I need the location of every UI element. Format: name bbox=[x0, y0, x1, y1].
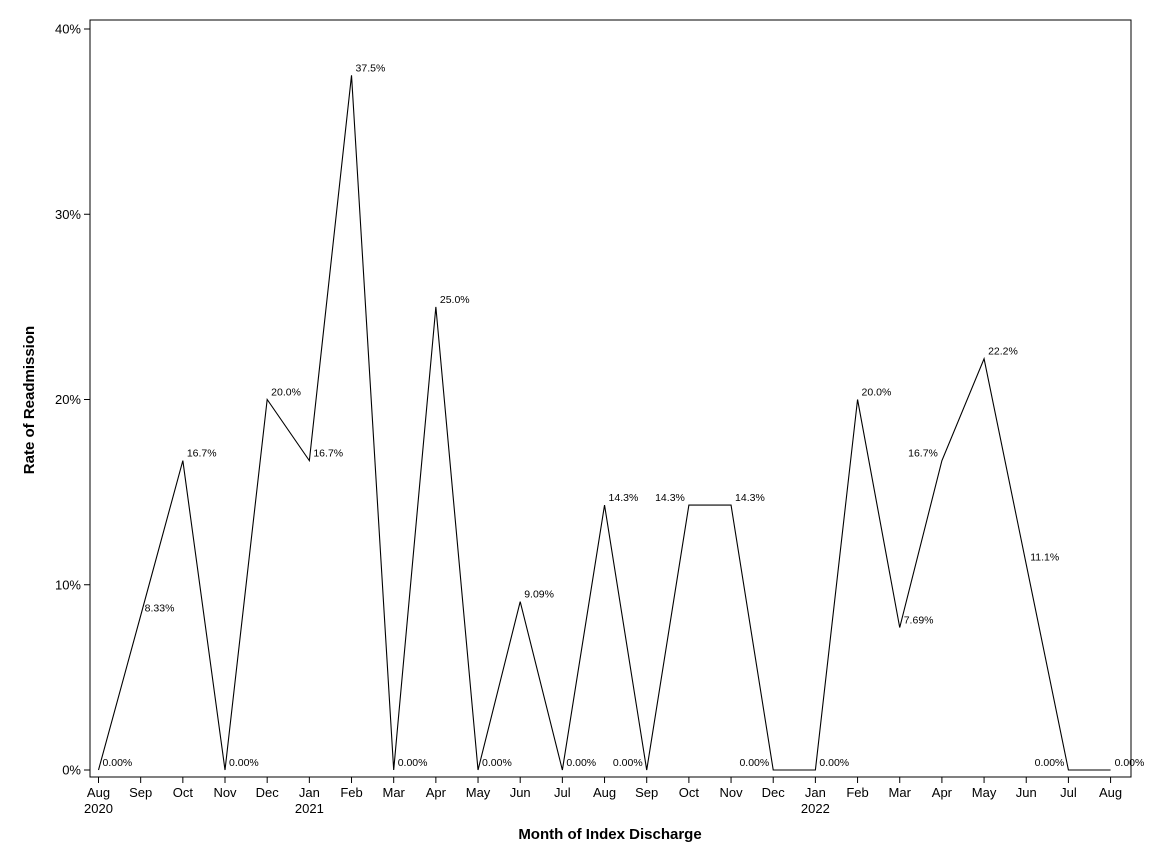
x-tick-label: May bbox=[466, 785, 491, 800]
data-label: 0.00% bbox=[103, 757, 133, 769]
data-label: 20.0% bbox=[271, 387, 301, 399]
x-year-label: 2022 bbox=[801, 801, 830, 816]
x-tick-label: Jun bbox=[510, 785, 531, 800]
data-label: 0.00% bbox=[739, 757, 769, 769]
x-tick-label: Feb bbox=[846, 785, 868, 800]
x-year-label: 2020 bbox=[84, 801, 113, 816]
data-label: 16.7% bbox=[187, 448, 217, 460]
x-tick-label: Aug bbox=[1099, 785, 1122, 800]
data-label: 0.00% bbox=[398, 757, 428, 769]
x-tick-label: Dec bbox=[256, 785, 280, 800]
data-label: 25.0% bbox=[440, 294, 470, 306]
data-label: 0.00% bbox=[1115, 757, 1145, 769]
x-tick-label: Jan bbox=[805, 785, 826, 800]
data-label: 16.7% bbox=[908, 448, 938, 460]
data-label: 20.0% bbox=[862, 387, 892, 399]
y-axis-title: Rate of Readmission bbox=[21, 326, 38, 474]
data-label: 0.00% bbox=[1035, 757, 1065, 769]
x-tick-label: Jul bbox=[554, 785, 571, 800]
series-line bbox=[97, 75, 1111, 771]
y-tick-label: 30% bbox=[55, 207, 81, 222]
x-tick-label: Apr bbox=[932, 785, 953, 800]
x-axis-title: Month of Index Discharge bbox=[518, 826, 701, 843]
data-labels: 0.00% 8.33% 16.7% 0.00% 20.0% 16.7% 37.5% 0.00%… bbox=[103, 62, 1145, 769]
x-tick-label: Mar bbox=[889, 785, 912, 800]
y-axis: 0% 10% 20% 30% 40% bbox=[55, 22, 90, 778]
data-label: 7.69% bbox=[904, 615, 934, 627]
x-tick-label: Oct bbox=[679, 785, 700, 800]
x-tick-label: Mar bbox=[382, 785, 405, 800]
x-tick-label: Nov bbox=[213, 785, 237, 800]
data-label: 14.3% bbox=[655, 492, 685, 504]
x-tick-label: Sep bbox=[635, 785, 658, 800]
x-tick-label: Jan bbox=[299, 785, 320, 800]
data-label: 0.00% bbox=[613, 757, 643, 769]
plot-frame bbox=[89, 19, 1132, 778]
x-tick-label: Jul bbox=[1060, 785, 1077, 800]
data-label: 8.33% bbox=[145, 603, 175, 615]
data-label: 37.5% bbox=[356, 62, 386, 74]
data-label: 0.00% bbox=[482, 757, 512, 769]
y-tick-label: 10% bbox=[55, 577, 81, 592]
x-tick-label: May bbox=[972, 785, 997, 800]
data-label: 14.3% bbox=[609, 492, 639, 504]
data-label: 0.00% bbox=[566, 757, 596, 769]
y-tick-label: 20% bbox=[55, 392, 81, 407]
data-label: 14.3% bbox=[735, 492, 765, 504]
data-label: 9.09% bbox=[524, 589, 554, 601]
data-label: 0.00% bbox=[229, 757, 259, 769]
x-tick-label: Feb bbox=[340, 785, 362, 800]
x-tick-label: Aug bbox=[87, 785, 110, 800]
y-tick-label: 0% bbox=[62, 763, 81, 778]
x-tick-label: Apr bbox=[426, 785, 447, 800]
data-label: 0.00% bbox=[819, 757, 849, 769]
x-tick-label: Aug bbox=[593, 785, 616, 800]
y-tick-label: 40% bbox=[55, 22, 81, 37]
data-label: 22.2% bbox=[988, 346, 1018, 358]
x-year-label: 2021 bbox=[295, 801, 324, 816]
x-tick-label: Jun bbox=[1016, 785, 1037, 800]
x-tick-label: Nov bbox=[719, 785, 743, 800]
x-tick-label: Dec bbox=[762, 785, 786, 800]
x-tick-label: Oct bbox=[173, 785, 194, 800]
data-label: 11.1% bbox=[1030, 551, 1059, 563]
x-axis: Aug Sep Oct Nov Dec Jan Feb Mar Apr May Jun Jul Aug S… bbox=[84, 777, 1122, 816]
x-tick-label: Sep bbox=[129, 785, 152, 800]
data-label: 16.7% bbox=[313, 448, 343, 460]
